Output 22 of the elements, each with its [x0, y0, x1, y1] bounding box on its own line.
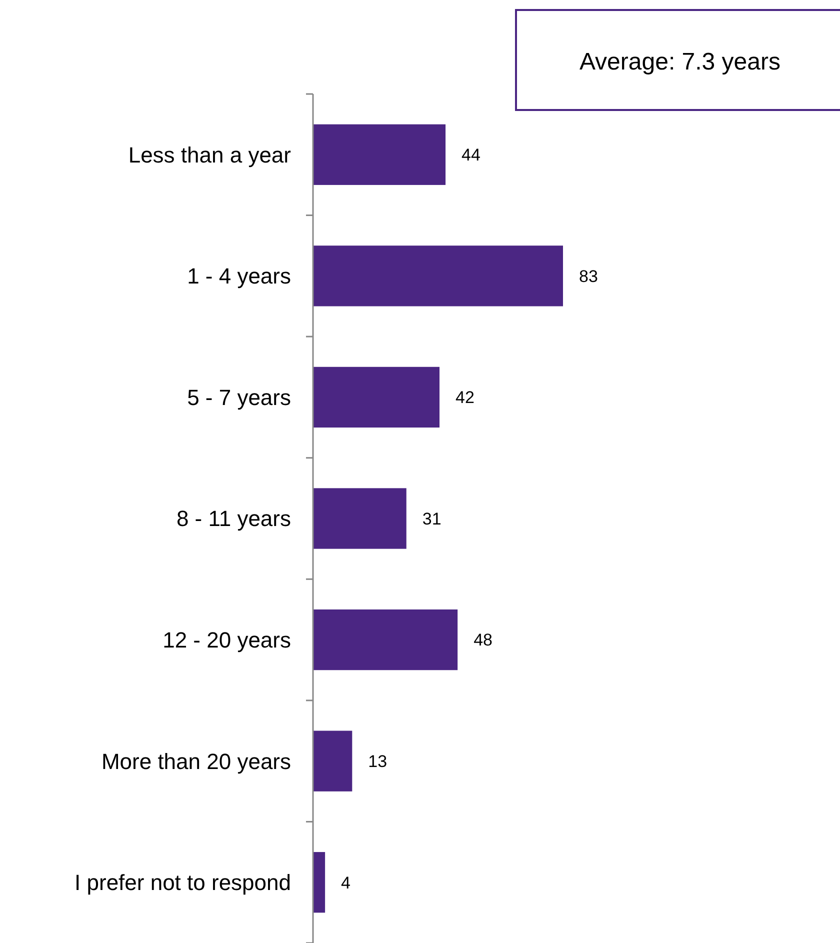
y-tick-label: 1 - 4 years	[187, 264, 291, 289]
y-tick-label: I prefer not to respond	[74, 870, 291, 896]
data-label: 4	[341, 873, 351, 892]
data-label: 13	[368, 752, 388, 772]
y-tick-label: 5 - 7 years	[187, 384, 291, 410]
y-tick-label: Less than a year	[128, 142, 291, 168]
data-label: 31	[422, 509, 442, 528]
data-label: 48	[474, 630, 492, 650]
bar	[313, 488, 406, 549]
data-label: 83	[579, 266, 598, 286]
text: Average: 7.3 years	[579, 48, 781, 76]
y-tick-label: 8 - 11 years	[176, 506, 291, 532]
bar	[313, 366, 440, 428]
data-label: 42	[456, 388, 474, 408]
bar	[313, 124, 446, 185]
y-tick-label: More than 20 years	[101, 748, 291, 774]
y-tick-label: 12 - 20 years	[162, 627, 291, 652]
data-label: 44	[462, 146, 480, 165]
bar	[313, 730, 352, 792]
bar	[313, 246, 563, 306]
bar	[313, 609, 458, 670]
bar	[313, 852, 326, 913]
